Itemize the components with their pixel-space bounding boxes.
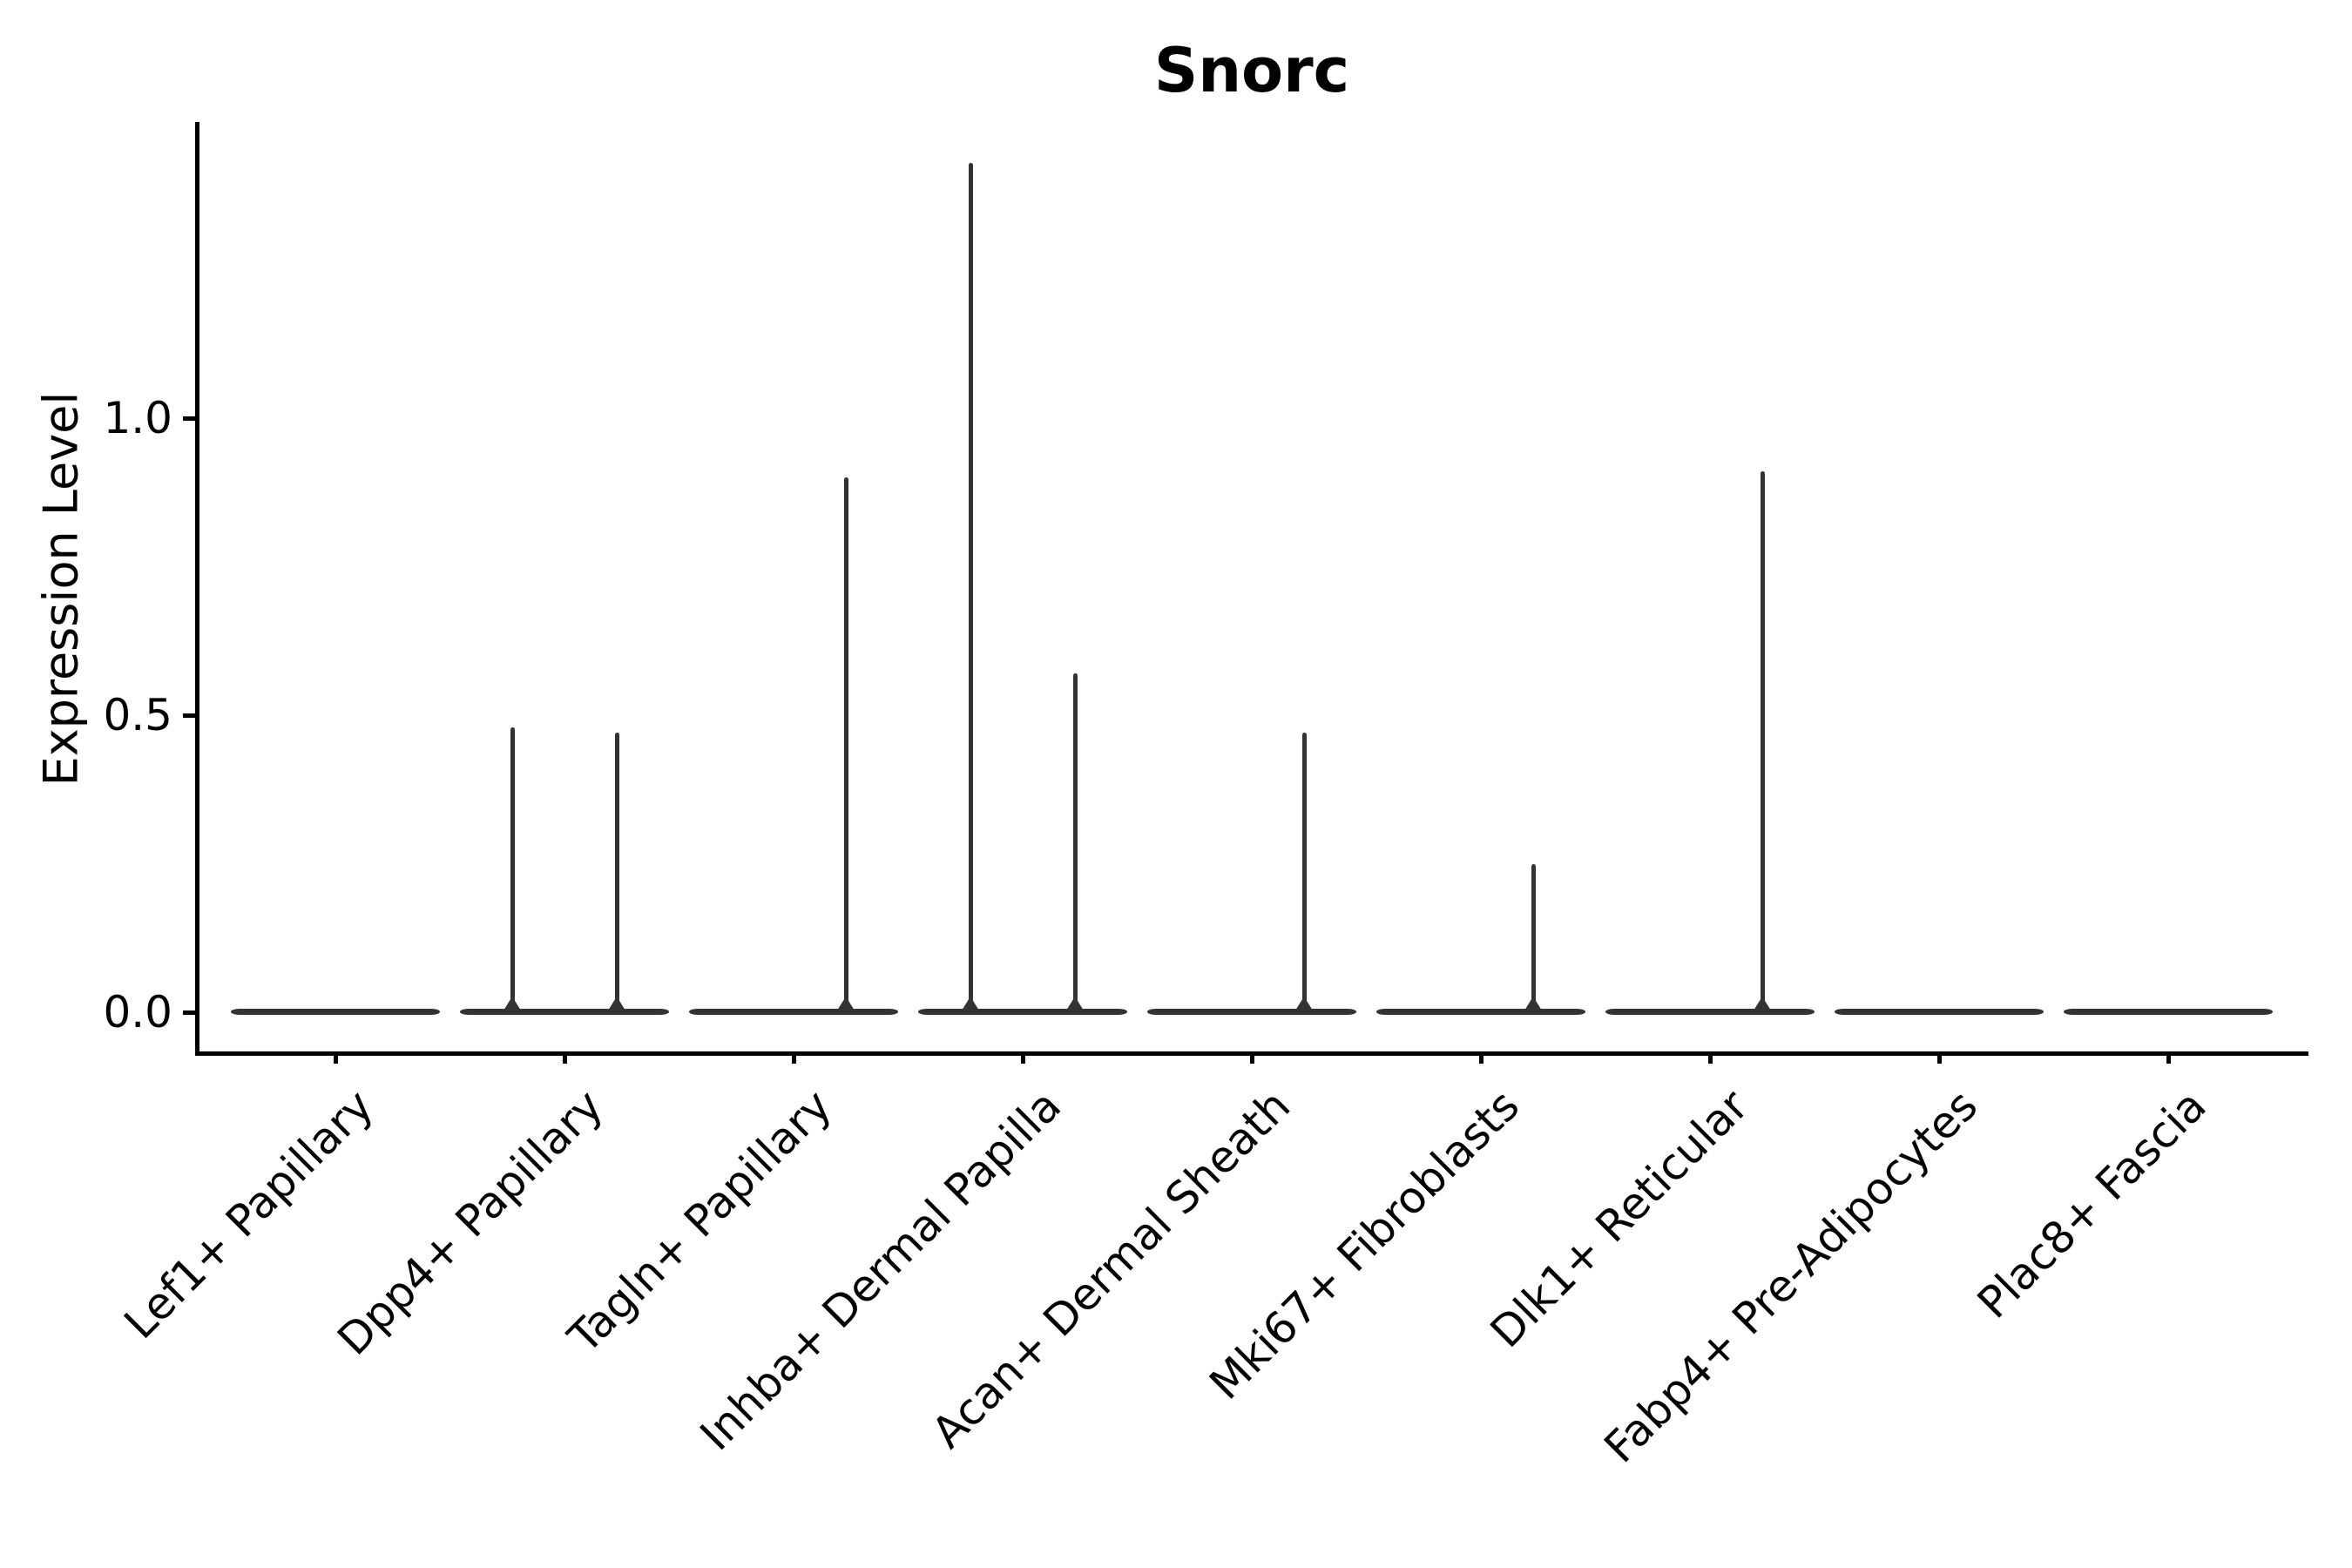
x-tick — [1249, 1051, 1254, 1064]
x-tick — [1020, 1051, 1025, 1064]
x-tick — [333, 1051, 338, 1064]
violin-spike-flare — [1066, 997, 1084, 1010]
x-tick — [1478, 1051, 1484, 1064]
violin-spike — [614, 733, 619, 1012]
y-tick-label: 0.0 — [103, 987, 172, 1037]
plot-title: Snorc — [1153, 35, 1350, 106]
y-tick — [183, 1010, 195, 1015]
x-tick-label: Lef1+ Papillary — [114, 1080, 384, 1349]
violin-spike — [1531, 863, 1536, 1012]
violin-base — [918, 1009, 1127, 1015]
y-axis-spine — [195, 122, 199, 1056]
violin-spike — [510, 727, 515, 1012]
y-tick-label: 0.5 — [103, 690, 172, 740]
x-tick — [2166, 1051, 2171, 1064]
violin-spike-flare — [837, 997, 855, 1010]
violin-base — [1605, 1009, 1815, 1015]
violin-spike — [843, 477, 848, 1012]
violin-spike-flare — [608, 997, 625, 1010]
violin-base — [2064, 1009, 2273, 1015]
y-tick — [183, 713, 195, 718]
violin-spike-flare — [1754, 997, 1771, 1010]
y-tick-label: 1.0 — [103, 393, 172, 443]
violin-base — [231, 1009, 440, 1015]
violin-base — [1376, 1009, 1585, 1015]
violin-spike-flare — [1295, 997, 1313, 1010]
violin-spike — [1760, 471, 1765, 1012]
x-tick — [1707, 1051, 1713, 1064]
y-tick — [183, 416, 195, 421]
violin-spike-flare — [504, 997, 521, 1010]
x-tick-label: Fabp4+ Pre-Adipocytes — [1594, 1080, 1988, 1473]
x-tick — [562, 1051, 567, 1064]
violin-spike-flare — [1524, 997, 1542, 1010]
x-tick — [1936, 1051, 1942, 1064]
x-tick — [791, 1051, 796, 1064]
violin-spike — [1301, 733, 1307, 1012]
violin-base — [1835, 1009, 2044, 1015]
violin-base — [1147, 1009, 1356, 1015]
violin-base — [689, 1009, 898, 1015]
violin-base — [460, 1009, 669, 1015]
violin-spike-flare — [962, 997, 979, 1010]
x-tick-label: Plac8+ Fascia — [1968, 1080, 2217, 1328]
violin-spike — [968, 162, 973, 1012]
violin-spike — [1072, 673, 1078, 1012]
